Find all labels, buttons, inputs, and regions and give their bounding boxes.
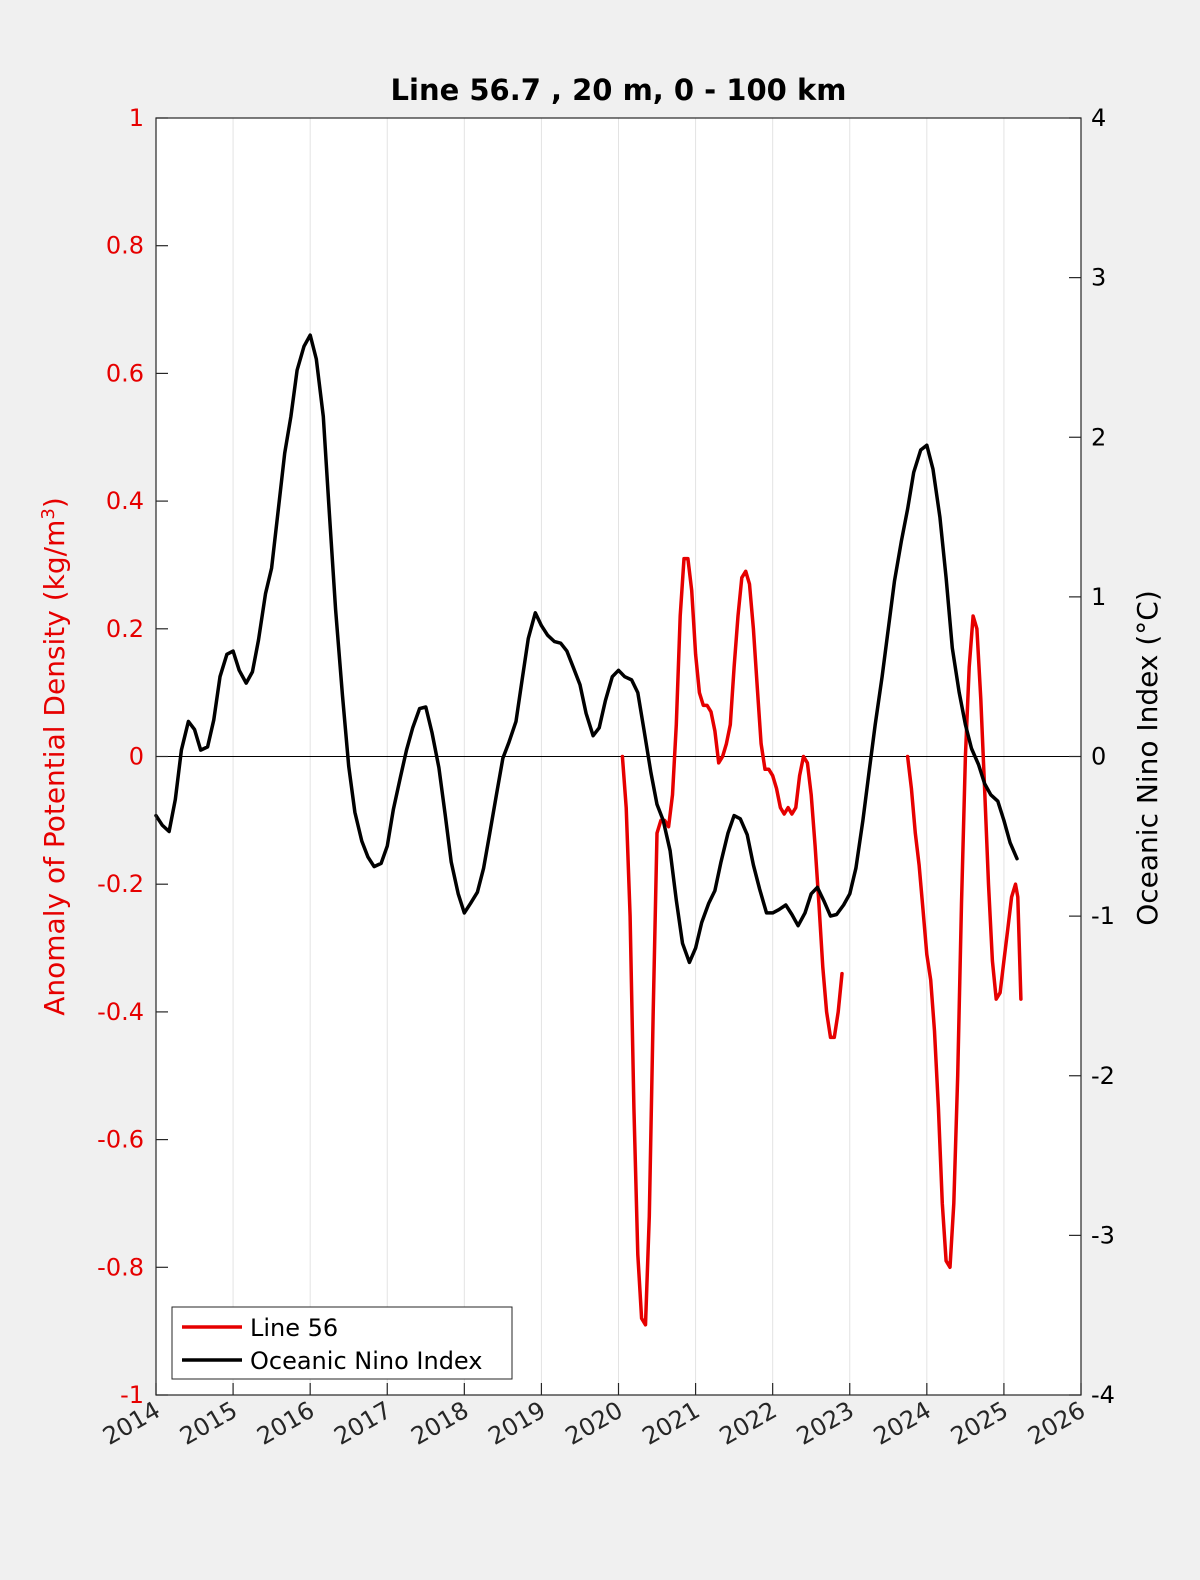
left-tick-label: 0.4 bbox=[106, 487, 144, 515]
right-tick-label: -3 bbox=[1091, 1221, 1115, 1249]
series-line-line-56-segment-0 bbox=[620, 556, 844, 1327]
left-axis-label-superscript: 3 bbox=[38, 508, 59, 519]
left-axis-label-text: Anomaly of Potential Density (kg/m bbox=[38, 520, 71, 1016]
right-tick-label: -4 bbox=[1091, 1381, 1115, 1409]
legend: Line 56 Oceanic Nino Index bbox=[171, 1306, 513, 1380]
legend-label-oceanic-nino-index: Oceanic Nino Index bbox=[250, 1347, 482, 1375]
left-tick-label: -0.8 bbox=[97, 1253, 144, 1281]
left-tick-label: 0.8 bbox=[106, 232, 144, 260]
right-tick-label: 2 bbox=[1091, 423, 1106, 451]
left-tick-label: 0.6 bbox=[106, 359, 144, 387]
left-axis-label-suffix: ) bbox=[38, 497, 71, 508]
left-tick-label: -1 bbox=[120, 1381, 144, 1409]
left-tick-label: 1 bbox=[129, 104, 144, 132]
left-tick-label: -0.6 bbox=[97, 1126, 144, 1154]
right-axis-label: Oceanic Nino Index (°C) bbox=[1131, 590, 1164, 926]
left-tick-label: -0.2 bbox=[97, 870, 144, 898]
right-tick-label: -2 bbox=[1091, 1062, 1115, 1090]
left-axis-label: Anomaly of Potential Density (kg/m3) bbox=[38, 497, 72, 1016]
right-tick-label: 1 bbox=[1091, 583, 1106, 611]
right-tick-label: 0 bbox=[1091, 743, 1106, 771]
right-tick-label: 3 bbox=[1091, 264, 1106, 292]
left-tick-label: 0.2 bbox=[106, 615, 144, 643]
right-tick-label: -1 bbox=[1091, 902, 1115, 930]
series-line-line-56-segment-1 bbox=[905, 614, 1023, 1270]
series-layer bbox=[154, 333, 1023, 1327]
legend-box bbox=[171, 1306, 513, 1380]
left-tick-label: 0 bbox=[129, 743, 144, 771]
chart-title: Line 56.7 , 20 m, 0 - 100 km bbox=[391, 73, 847, 107]
legend-label-line-56: Line 56 bbox=[250, 1314, 338, 1342]
right-tick-label: 4 bbox=[1091, 104, 1106, 132]
left-tick-label: -0.4 bbox=[97, 998, 144, 1026]
series-line-oceanic-nino-index-segment-0 bbox=[154, 333, 1019, 965]
